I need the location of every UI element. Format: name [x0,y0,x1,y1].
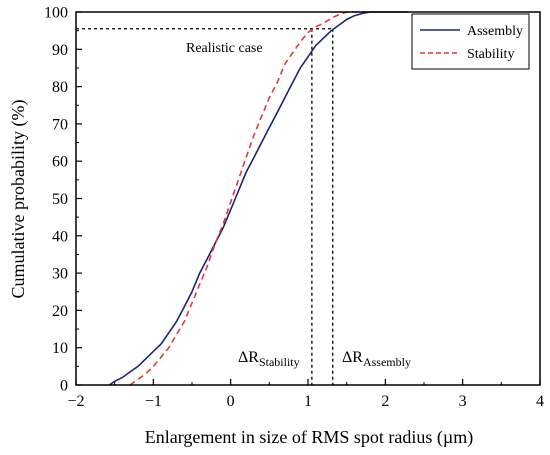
y-tick-label: 10 [52,340,68,357]
y-tick-label: 0 [60,378,68,395]
y-tick-label: 20 [52,303,68,320]
delta-stability-subscript: Stability [259,355,300,369]
series-line-assembly [108,11,409,386]
realistic-case-label: Realistic case [186,41,263,56]
delta-stability-symbol: ΔR [238,349,259,366]
x-tick-label: 1 [304,393,312,410]
x-axis-title: Enlargement in size of RMS spot radius (… [145,427,474,448]
y-axis-title: Cumulative probability (%) [8,100,29,299]
y-tick-label: 70 [52,116,68,133]
legend-label-assembly: Assembly [467,24,523,39]
x-tick-label: 0 [227,393,235,410]
legend-label-stability: Stability [467,47,514,62]
delta-assembly-symbol: ΔR [342,349,363,366]
y-tick-label: 60 [52,154,68,171]
x-tick-label: −1 [145,393,162,410]
series-layer [108,11,409,386]
x-tick-label: 2 [381,393,389,410]
y-tick-label: 30 [52,266,68,283]
y-tick-label: 50 [52,191,68,208]
legend-box [411,13,530,70]
x-tick-label: 4 [536,393,544,410]
delta-assembly-subscript: Assembly [363,355,411,369]
x-tick-label: 3 [459,393,467,410]
y-tick-label: 100 [44,5,68,22]
y-tick-label: 90 [52,42,68,59]
y-tick-label: 80 [52,79,68,96]
reference-lines [76,28,334,385]
y-tick-label: 40 [52,228,68,245]
delta-assembly-label: ΔRAssembly [342,349,411,369]
series-line-stability [129,11,386,386]
legend: Assembly Stability [411,13,530,70]
x-tick-label: −2 [67,393,84,410]
plot-frame [75,11,541,386]
delta-stability-label: ΔRStability [238,349,300,369]
